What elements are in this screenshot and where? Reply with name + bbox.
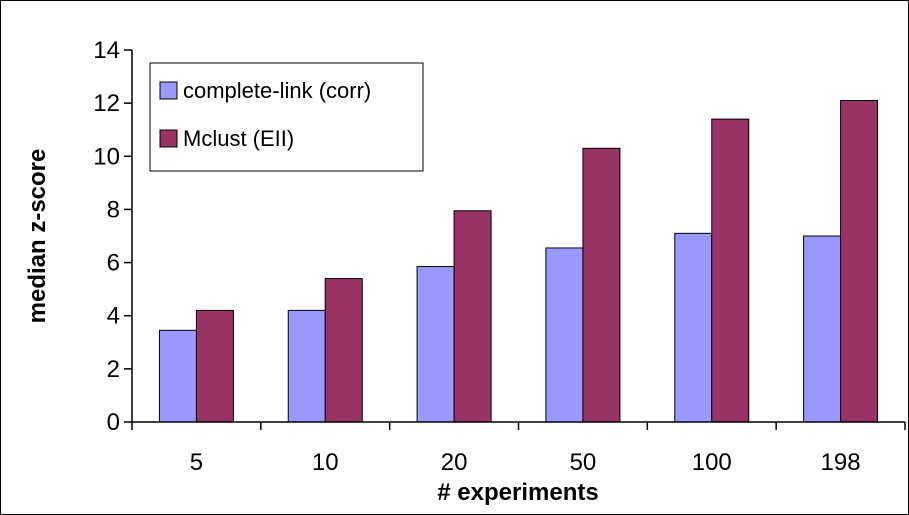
y-tick-label: 2 xyxy=(107,356,120,383)
x-tick-label: 10 xyxy=(312,449,339,476)
bar-complete-link-20 xyxy=(416,266,455,423)
bar-mclust-5 xyxy=(195,309,234,423)
bar-complete-link-5 xyxy=(158,329,197,423)
y-tick-label: 10 xyxy=(93,143,120,170)
x-axis-title: # experiments xyxy=(437,479,598,506)
bars-group xyxy=(158,99,879,423)
bar-mclust-50 xyxy=(582,147,621,423)
bar-mclust-100 xyxy=(711,118,750,423)
x-tick-label: 20 xyxy=(441,449,468,476)
bar-mclust-20 xyxy=(453,210,492,423)
legend-label-complete-link: complete-link (corr) xyxy=(183,78,371,103)
y-tick-label: 12 xyxy=(93,90,120,117)
y-tick-label: 14 xyxy=(93,37,120,64)
y-tick-label: 4 xyxy=(107,303,120,330)
x-tick-label: 50 xyxy=(570,449,597,476)
legend: complete-link (corr) Mclust (EII) xyxy=(149,62,424,172)
y-axis-title: median z-score xyxy=(24,149,51,324)
y-ticks-group: 0 2 4 6 8 10 12 14 xyxy=(93,37,132,436)
y-tick-label: 8 xyxy=(107,196,120,223)
x-tick-label: 5 xyxy=(190,449,203,476)
y-tick-label: 0 xyxy=(107,409,120,436)
legend-swatch-mclust xyxy=(159,129,178,148)
y-tick-label: 6 xyxy=(107,250,120,277)
x-ticks-group: 5 10 20 50 100 198 xyxy=(131,422,906,476)
bar-mclust-198 xyxy=(840,99,879,423)
legend-label-mclust: Mclust (EII) xyxy=(183,126,294,151)
legend-swatch-complete-link xyxy=(159,81,178,100)
legend-box xyxy=(149,62,424,172)
bar-complete-link-10 xyxy=(287,309,326,423)
bar-complete-link-100 xyxy=(674,232,713,423)
bar-complete-link-198 xyxy=(803,235,842,423)
x-tick-label: 198 xyxy=(821,449,861,476)
bar-mclust-10 xyxy=(324,278,363,423)
x-tick-label: 100 xyxy=(692,449,732,476)
bar-complete-link-50 xyxy=(545,247,584,423)
